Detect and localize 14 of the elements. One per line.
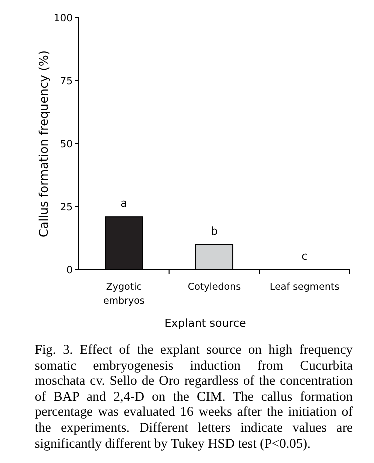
annotation: b [211,224,218,238]
x-tick-label: Cotyledons [188,282,242,293]
y-tick-label: 25 [60,202,73,214]
y-tick-label: 50 [60,140,73,150]
annotation: c [302,250,308,263]
x-tick-label: Zygotic embryos [103,282,145,307]
annotation: a [120,197,128,210]
x-tick-label: Leaf segments [270,282,340,293]
y-tick-label: 0 [66,266,73,276]
x-axis-title: Explant source [164,317,246,330]
caption: Fig. 3. Effect of the explant source on high frequency somatic embryogenesis induction from Cucurbita moschata cv. Sello de Oro regardless of the concentration of BAP and 2,4-D on the CIM. The callus formation percentage was evaluated 16 weeks after the initiation of the experiments. Different letters indicate values are significantly different by Tukey HSD test (P<0.05). [35,342,353,452]
y-tick-label: 100 [54,14,73,24]
y-axis-title: Callus formation frequency (%) [37,50,51,238]
y-tick-label: 75 [60,76,73,88]
